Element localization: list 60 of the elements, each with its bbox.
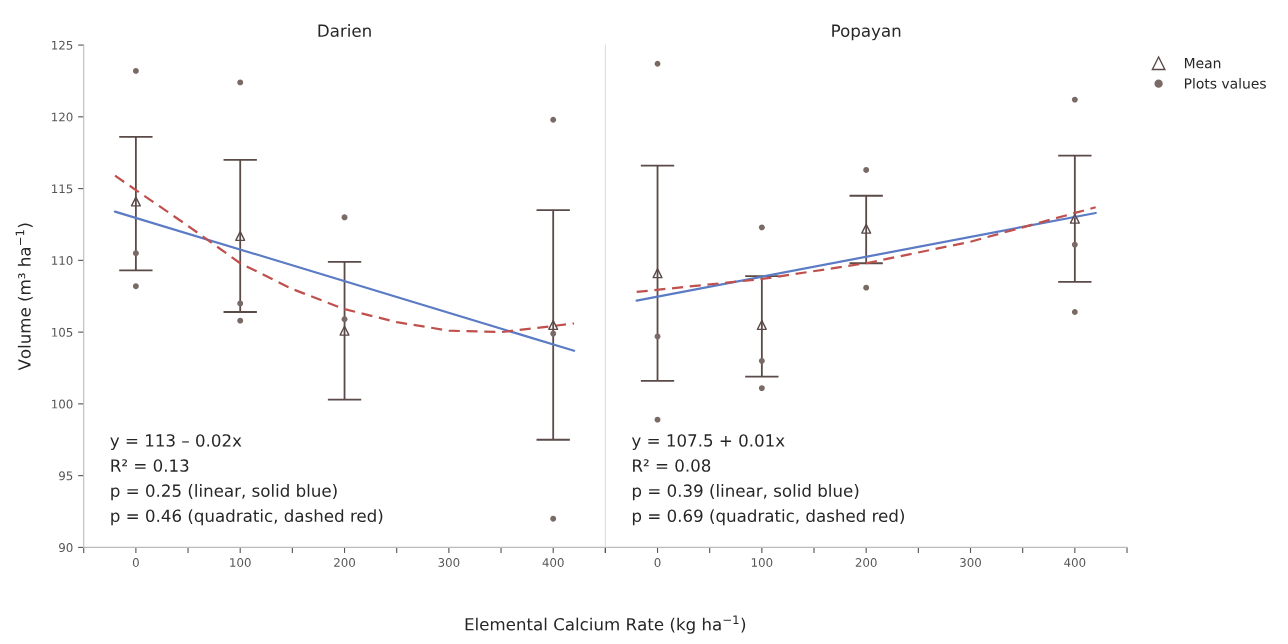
point [1071, 241, 1078, 248]
point [758, 385, 765, 392]
y-tick-label: 105 [52, 327, 73, 337]
x-tick-label: 300 [438, 558, 460, 567]
x-tick-label: 0 [132, 558, 139, 567]
point [1071, 309, 1078, 315]
y-tick-label: 100 [52, 399, 73, 409]
x-tick-label: 200 [855, 558, 877, 567]
annotation: y = 107.5 + 0.01x [631, 434, 785, 450]
point [756, 319, 767, 331]
legend-label: Mean [1184, 58, 1221, 69]
y-tick-label: 110 [52, 256, 73, 266]
point [758, 224, 765, 231]
annotation: R² = 0.08 [633, 459, 711, 472]
line-series [113, 174, 576, 334]
point [339, 325, 350, 336]
x-tick-label: 200 [334, 558, 356, 567]
point [132, 250, 139, 257]
legend-label: Plots values [1184, 77, 1266, 89]
point [548, 319, 559, 331]
point [861, 223, 872, 234]
y-axis-title: Volume (m³ ha$^{−1}$) [15, 223, 33, 371]
y-tick-label: 125 [52, 40, 73, 50]
point [550, 515, 557, 522]
annotation: p = 0.39 (linear, solid blue) [632, 484, 859, 501]
chart-title: Darien [318, 24, 371, 37]
point [550, 330, 557, 337]
point [132, 67, 139, 74]
y-tick-label: 95 [59, 471, 73, 481]
point [550, 116, 557, 123]
x-tick-label: 100 [751, 558, 773, 567]
point [654, 333, 661, 340]
point [130, 196, 141, 207]
annotation: y = 113 – 0.02x [110, 434, 242, 450]
x-tick-label: 100 [230, 558, 251, 567]
point [1071, 96, 1078, 103]
point [652, 268, 663, 279]
point [237, 317, 244, 324]
point [237, 79, 244, 86]
x-tick-label: 300 [960, 558, 981, 567]
point [341, 316, 348, 323]
annotation: R² = 0.13 [111, 459, 189, 472]
x-tick-label: 0 [654, 558, 661, 567]
point [863, 284, 870, 291]
point [1069, 213, 1080, 224]
point [863, 167, 870, 173]
chart-title: Popayan [832, 24, 901, 41]
y-tick-label: 120 [52, 112, 73, 122]
annotation: p = 0.69 (quadratic, dashed red) [632, 509, 904, 526]
x-axis-title: Elemental Calcium Rate (kg ha$^{−1}$) [465, 615, 746, 634]
x-tick-label: 400 [1064, 558, 1086, 567]
point [237, 300, 244, 307]
point [235, 230, 246, 242]
annotation: p = 0.25 (linear, solid blue) [111, 484, 337, 501]
annotation: p = 0.46 (quadratic, dashed red) [111, 509, 383, 526]
point [132, 283, 139, 290]
point [758, 357, 765, 364]
x-tick-label: 400 [542, 558, 564, 567]
y-tick-label: 90 [59, 543, 73, 553]
y-tick-label: 115 [52, 184, 73, 194]
